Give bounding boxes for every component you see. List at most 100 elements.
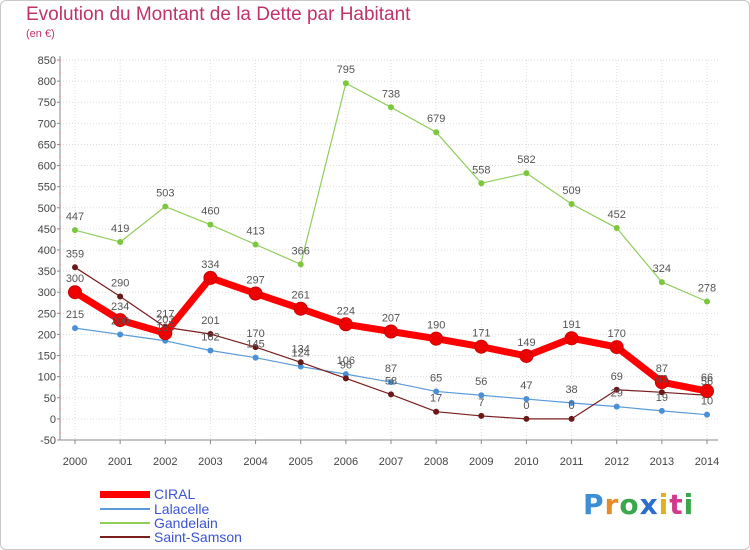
data-label-gandelain: 452 — [608, 209, 626, 221]
data-label-saint-samson: 63 — [656, 373, 668, 385]
legend-swatch-gandelain — [100, 522, 150, 524]
data-label-ciral: 191 — [562, 319, 580, 331]
y-tick-label: 450 — [38, 224, 56, 236]
legend-item-gandelain: Gandelain — [100, 515, 218, 531]
series-point-lalacelle — [207, 347, 214, 354]
data-label-gandelain: 503 — [156, 188, 174, 200]
data-label-ciral: 207 — [382, 312, 400, 324]
data-label-saint-samson: 0 — [523, 400, 529, 412]
data-label-lalacelle: 185 — [156, 322, 174, 334]
legend-swatch-ciral — [100, 490, 150, 498]
data-label-ciral: 224 — [337, 305, 355, 317]
brand-letter: t — [669, 488, 684, 521]
series-point-saint-samson — [252, 344, 259, 351]
data-label-saint-samson: 56 — [701, 376, 713, 388]
data-label-ciral: 203 — [156, 314, 174, 326]
series-point-lalacelle — [568, 399, 575, 406]
series-point-lalacelle — [613, 403, 620, 410]
x-tick-label: 2006 — [334, 456, 358, 468]
y-tick-label: 50 — [44, 393, 56, 405]
x-tick-label: 2012 — [604, 456, 628, 468]
data-label-gandelain: 738 — [382, 88, 400, 100]
x-tick-label: 2004 — [243, 456, 267, 468]
data-label-gandelain: 419 — [111, 223, 129, 235]
data-label-ciral: 87 — [656, 363, 668, 375]
data-label-lalacelle: 87 — [385, 363, 397, 375]
x-tick-label: 2013 — [650, 456, 674, 468]
legend-item-saint-samson: Saint-Samson — [100, 529, 242, 545]
data-label-saint-samson: 134 — [292, 343, 310, 355]
series-point-lalacelle — [117, 331, 124, 338]
legend-label-lalacelle: Lalacelle — [154, 501, 210, 517]
data-label-lalacelle: 215 — [66, 309, 84, 321]
series-point-ciral — [474, 339, 489, 354]
x-tick-label: 2005 — [288, 456, 312, 468]
series-point-lalacelle — [72, 325, 78, 332]
x-tick-label: 2002 — [153, 456, 177, 468]
data-label-lalacelle: 124 — [292, 348, 310, 360]
data-label-ciral: 66 — [701, 372, 713, 384]
brand-letter: P — [583, 488, 605, 521]
data-label-gandelain: 366 — [292, 245, 310, 257]
series-point-gandelain — [72, 227, 78, 234]
grid-layer — [60, 59, 718, 441]
y-tick-label: -50 — [40, 435, 56, 447]
series-point-lalacelle — [297, 363, 304, 370]
series-point-saint-samson — [297, 359, 304, 366]
x-tick-label: 2000 — [63, 456, 87, 468]
series-point-lalacelle — [433, 388, 440, 395]
series-point-lalacelle — [252, 354, 259, 361]
data-label-ciral: 170 — [608, 328, 626, 340]
series-point-ciral — [384, 324, 398, 339]
data-label-saint-samson: 170 — [246, 328, 264, 340]
y-tick-label: 300 — [38, 287, 56, 299]
y-tick-label: 550 — [38, 182, 56, 194]
legend-label-ciral: CIRAL — [154, 486, 196, 502]
data-label-lalacelle: 56 — [475, 376, 487, 388]
series-point-gandelain — [523, 170, 530, 177]
series-point-gandelain — [162, 203, 169, 210]
series-point-lalacelle — [523, 396, 530, 403]
y-tick-label: 500 — [38, 203, 56, 215]
series-point-saint-samson — [72, 264, 78, 271]
series-point-gandelain — [297, 261, 304, 268]
series-point-saint-samson — [523, 415, 530, 422]
data-label-ciral: 234 — [111, 301, 129, 313]
y-tick-label: 150 — [38, 351, 56, 363]
brand-letter: r — [604, 488, 620, 521]
x-tick-label: 2010 — [514, 456, 538, 468]
series-point-ciral — [338, 317, 353, 332]
data-label-gandelain: 509 — [562, 185, 580, 197]
legend-item-ciral: CIRAL — [100, 486, 196, 502]
data-label-ciral: 300 — [66, 273, 84, 285]
series-layer — [68, 80, 714, 422]
x-tick-label: 2007 — [379, 456, 403, 468]
data-label-lalacelle: 65 — [430, 372, 442, 384]
series-point-ciral — [203, 270, 218, 285]
series-point-ciral — [158, 326, 173, 341]
y-tick-label: 250 — [38, 308, 56, 320]
data-label-ciral: 261 — [292, 290, 310, 302]
data-label-saint-samson: 69 — [611, 371, 623, 383]
series-point-gandelain — [568, 200, 575, 207]
y-tick-label: 200 — [38, 329, 56, 341]
series-point-saint-samson — [117, 293, 124, 300]
chart-title: Evolution du Montant de la Dette par Hab… — [26, 4, 411, 25]
data-label-lalacelle: 162 — [201, 331, 219, 343]
series-point-ciral — [654, 375, 669, 390]
data-label-lalacelle: 106 — [337, 355, 355, 367]
series-point-saint-samson — [342, 375, 349, 382]
data-label-saint-samson: 0 — [569, 400, 575, 412]
axes-layer: -500501001502002503003504004505005506006… — [38, 55, 720, 468]
data-label-gandelain: 679 — [427, 113, 445, 125]
series-point-gandelain — [207, 221, 214, 228]
brand-letter: i — [683, 488, 695, 521]
data-label-lalacelle: 145 — [246, 339, 264, 351]
series-point-ciral — [519, 348, 534, 363]
series-point-ciral — [429, 331, 444, 346]
series-point-gandelain — [388, 104, 394, 111]
data-label-gandelain: 278 — [698, 283, 716, 295]
series-point-ciral — [564, 331, 579, 346]
data-label-saint-samson: 96 — [340, 359, 352, 371]
data-label-lalacelle: 47 — [520, 380, 532, 392]
